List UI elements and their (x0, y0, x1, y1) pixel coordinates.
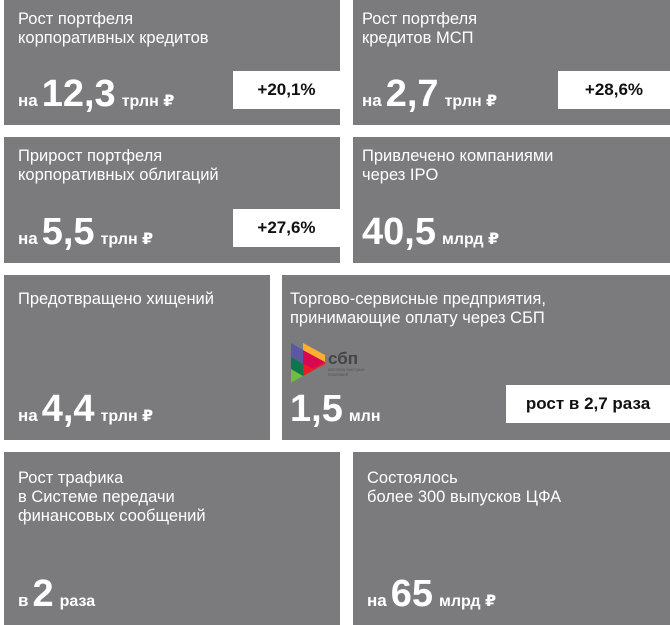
card-ipo: Привлечено компаниями через IPO 40,5 млр… (353, 137, 670, 263)
value-prefix: на (18, 91, 38, 110)
card-value: 1,5 млн (290, 390, 381, 428)
value-unit: трлн ₽ (100, 408, 154, 425)
growth-badge: +20,1% (233, 71, 340, 109)
growth-badge: +28,6% (558, 71, 670, 109)
card-title: Рост портфеля корпоративных кредитов (18, 10, 209, 47)
sbp-logo-icon (291, 343, 325, 383)
card-value: на 4,4 трлн ₽ (18, 390, 153, 428)
value-unit: млн (348, 408, 381, 425)
growth-badge: рост в 2,7 раза (506, 385, 670, 423)
card-value: 40,5 млрд ₽ (362, 213, 499, 251)
value-unit: млрд ₽ (441, 231, 500, 248)
sbp-logo-sub1: система быстрых (328, 366, 365, 372)
value-number: 40,5 (362, 211, 436, 253)
value-prefix: в (18, 591, 29, 610)
value-unit: млрд ₽ (439, 593, 497, 610)
value-number: 4,4 (41, 388, 95, 430)
card-title: Предотвращено хищений (18, 290, 214, 308)
sbp-logo-word: сбп (328, 348, 358, 368)
value-number: 65 (390, 573, 434, 615)
card-corporate-bonds: Прирост портфеля корпоративных облигаций… (4, 137, 340, 263)
value-prefix: на (18, 229, 38, 248)
card-sbp-merchants: Торгово-сервисные предприятия, принимающ… (282, 275, 670, 440)
value-number: 2,7 (385, 73, 439, 115)
value-unit: раза (59, 593, 96, 610)
value-number: 2 (32, 573, 54, 615)
card-sfms-traffic: Рост трафика в Системе передачи финансов… (4, 452, 340, 625)
sbp-logo: сбп система быстрых платежей (291, 343, 364, 383)
card-title: Торгово-сервисные предприятия, принимающ… (290, 290, 546, 327)
card-fraud-prevented: Предотвращено хищений на 4,4 трлн ₽ (4, 275, 270, 440)
card-corporate-loans: Рост портфеля корпоративных кредитов на … (4, 0, 340, 125)
card-value: на 12,3 трлн ₽ (18, 75, 174, 113)
value-prefix: на (362, 91, 382, 110)
growth-badge: +27,6% (233, 209, 340, 247)
card-value: в 2 раза (18, 575, 95, 613)
card-title: Состоялось более 300 выпусков ЦФА (367, 469, 562, 506)
value-unit: трлн ₽ (100, 231, 154, 248)
sbp-logo-sub2: платежей (328, 371, 348, 377)
card-title: Рост трафика в Системе передачи финансов… (18, 469, 206, 525)
value-unit: трлн ₽ (121, 93, 175, 110)
card-dfa-issues: Состоялось более 300 выпусков ЦФА на 65 … (353, 452, 670, 625)
value-prefix: на (18, 406, 38, 425)
value-number: 12,3 (41, 73, 116, 115)
card-sme-loans: Рост портфеля кредитов МСП на 2,7 трлн ₽… (353, 0, 670, 125)
value-unit: трлн ₽ (444, 93, 498, 110)
card-title: Прирост портфеля корпоративных облигаций (18, 147, 219, 184)
card-value: на 2,7 трлн ₽ (362, 75, 497, 113)
card-title: Рост портфеля кредитов МСП (362, 10, 478, 47)
card-value: на 5,5 трлн ₽ (18, 213, 153, 251)
value-number: 5,5 (41, 211, 95, 253)
card-value: на 65 млрд ₽ (367, 575, 496, 613)
sbp-logo-text: сбп система быстрых платежей (328, 350, 364, 377)
value-number: 1,5 (290, 388, 343, 430)
card-title: Привлечено компаниями через IPO (362, 147, 554, 184)
value-prefix: на (367, 591, 387, 610)
